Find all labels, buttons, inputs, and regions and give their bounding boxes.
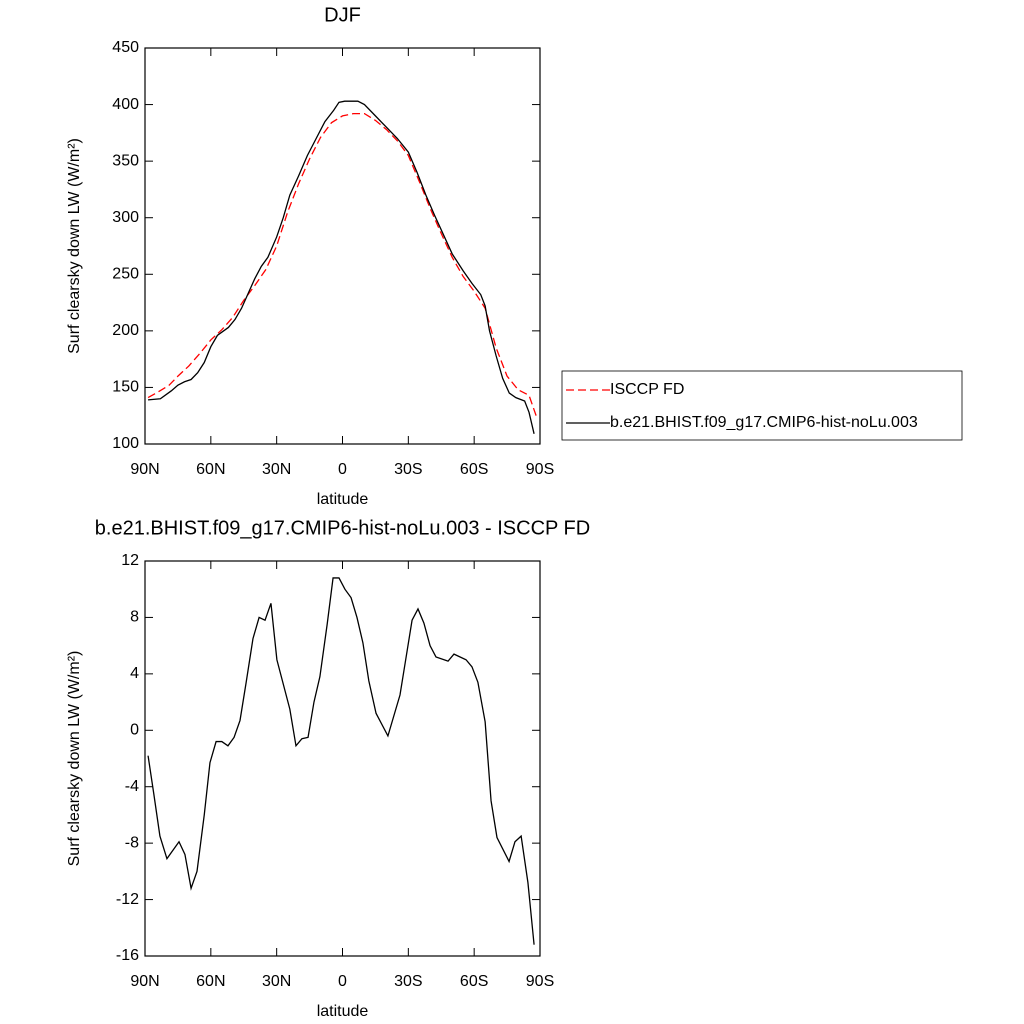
x-tick-label: 30N [262,973,291,990]
y-tick-label: -8 [125,834,139,851]
x-tick-label: 90S [526,461,554,478]
chart-title: b.e21.BHIST.f09_g17.CMIP6-hist-noLu.003 … [95,517,590,539]
y-tick-label: 400 [112,96,139,113]
x-tick-label: 30N [262,461,291,478]
x-tick-label: 90S [526,973,554,990]
y-tick-label: 0 [130,722,139,739]
chart-title: DJF [324,4,361,26]
data-line [147,112,538,419]
x-tick-label: 60N [196,461,225,478]
y-tick-label: 350 [112,152,139,169]
y-tick-label: 8 [130,609,139,626]
x-tick-label: 60S [460,973,488,990]
plot-frame [144,47,541,445]
legend-label: ISCCP FD [610,381,684,398]
plot-frame [144,560,541,957]
legend-label: b.e21.BHIST.f09_g17.CMIP6-hist-noLu.003 [610,414,918,431]
x-tick-label: 60N [196,973,225,990]
y-tick-label: -16 [116,947,139,964]
y-tick-label: 100 [112,435,139,452]
y-axis-label: Surf clearsky down LW (W/m²) [66,651,83,867]
x-tick-label: 90N [130,461,159,478]
x-tick-label: 60S [460,461,488,478]
x-axis-label: latitude [317,1003,369,1020]
data-line [147,577,535,945]
x-tick-label: 90N [130,973,159,990]
x-tick-label: 30S [394,461,422,478]
y-tick-label: 4 [130,665,139,682]
y-tick-label: -12 [116,891,139,908]
y-tick-label: 250 [112,266,139,283]
data-line [148,100,535,434]
y-tick-label: 150 [112,379,139,396]
x-tick-label: 30S [394,973,422,990]
y-tick-label: -4 [125,778,139,795]
legend-box [561,370,963,441]
y-tick-label: 300 [112,209,139,226]
y-tick-label: 450 [112,39,139,56]
x-tick-label: 0 [338,461,347,478]
y-tick-label: 12 [121,552,139,569]
y-tick-label: 200 [112,322,139,339]
y-axis-label: Surf clearsky down LW (W/m²) [66,138,83,354]
x-tick-label: 0 [338,973,347,990]
x-axis-label: latitude [317,491,369,508]
